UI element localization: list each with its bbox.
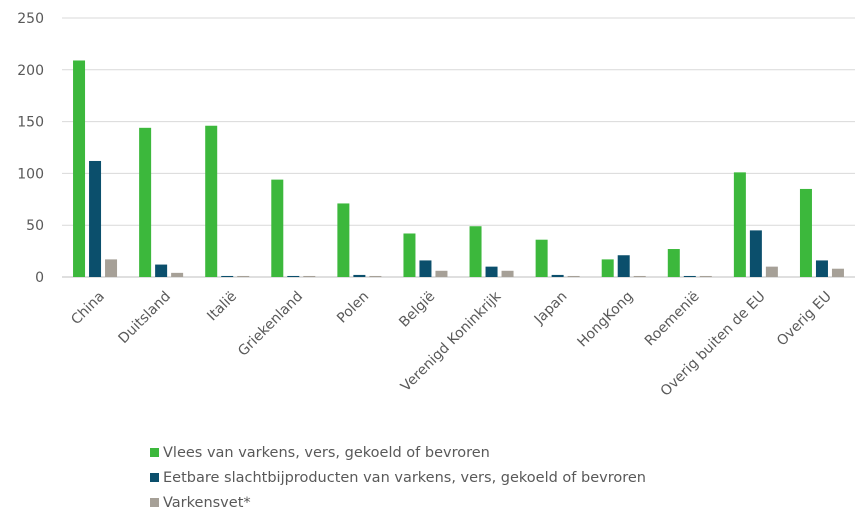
y-tick-label: 250: [17, 11, 44, 27]
bar-varkensvet: [435, 270, 448, 277]
bar-slachtbijproducten: [155, 264, 168, 277]
bar-slachtbijproducten: [551, 274, 564, 277]
bar-slachtbijproducten: [353, 274, 366, 277]
x-tick-label: Griekenland: [235, 289, 306, 360]
bar-varkensvet: [765, 266, 778, 277]
legend-item-slachtbijproducten: Eetbare slachtbijproducten van varkens, …: [150, 465, 646, 490]
bar-varkensvet: [831, 268, 844, 277]
bar-vlees: [205, 125, 218, 277]
bar-slachtbijproducten: [287, 275, 300, 277]
legend-swatch-varkensvet: [150, 498, 159, 507]
bar-varkensvet: [303, 275, 316, 277]
bar-varkensvet: [171, 272, 184, 277]
y-tick-label: 200: [17, 63, 44, 79]
bar-vlees: [733, 172, 746, 277]
bar-vlees: [799, 188, 812, 277]
bar-varkensvet: [369, 275, 382, 277]
bar-slachtbijproducten: [419, 260, 432, 277]
x-tick-label: Overig EU: [774, 289, 835, 350]
bar-varkensvet: [105, 259, 118, 277]
x-tick-label: Polen: [334, 289, 372, 327]
x-tick-label: Italië: [204, 289, 240, 325]
bar-vlees: [271, 179, 284, 277]
bar-slachtbijproducten: [617, 255, 630, 277]
bar-vlees: [601, 259, 614, 277]
bar-vlees: [469, 226, 482, 277]
x-tick-label: HongKong: [575, 289, 637, 351]
bar-slachtbijproducten: [683, 275, 696, 277]
bar-vlees: [667, 249, 680, 277]
y-tick-label: 150: [17, 115, 44, 131]
legend: Vlees van varkens, vers, gekoeld of bevr…: [150, 440, 646, 515]
x-tick-label: België: [396, 289, 438, 331]
x-tick-label: China: [68, 289, 108, 329]
legend-label-vlees: Vlees van varkens, vers, gekoeld of bevr…: [163, 444, 490, 461]
bar-slachtbijproducten: [89, 160, 102, 277]
legend-swatch-slachtbijproducten: [150, 473, 159, 482]
legend-swatch-vlees: [150, 448, 159, 457]
bar-vlees: [337, 203, 350, 277]
bar-vlees: [139, 127, 152, 277]
bar-varkensvet: [633, 275, 646, 277]
bar-slachtbijproducten: [815, 260, 828, 277]
y-tick-label: 0: [35, 270, 44, 286]
bar-slachtbijproducten: [485, 266, 498, 277]
bar-slachtbijproducten: [221, 275, 234, 277]
legend-item-varkensvet: Varkensvet*: [150, 490, 646, 515]
bar-vlees: [535, 239, 548, 277]
y-tick-label: 50: [26, 218, 44, 234]
y-axis-ticks: 0 50 100 150 200 250: [17, 11, 44, 286]
y-tick-label: 100: [17, 166, 44, 182]
bar-vlees: [73, 60, 86, 278]
legend-label-varkensvet: Varkensvet*: [163, 494, 251, 511]
legend-item-vlees: Vlees van varkens, vers, gekoeld of bevr…: [150, 440, 646, 465]
bar-varkensvet: [237, 275, 250, 277]
bars: [73, 60, 844, 278]
gridlines: [62, 17, 855, 278]
bar-vlees: [403, 233, 416, 277]
x-tick-label: Roemenië: [642, 289, 703, 350]
legend-label-slachtbijproducten: Eetbare slachtbijproducten van varkens, …: [163, 469, 646, 486]
bar-varkensvet: [699, 275, 712, 277]
bar-varkensvet: [567, 275, 580, 277]
bar-varkensvet: [501, 270, 514, 277]
bar-slachtbijproducten: [749, 230, 762, 277]
x-tick-label: Japan: [531, 289, 571, 329]
x-tick-label: Duitsland: [116, 289, 174, 347]
